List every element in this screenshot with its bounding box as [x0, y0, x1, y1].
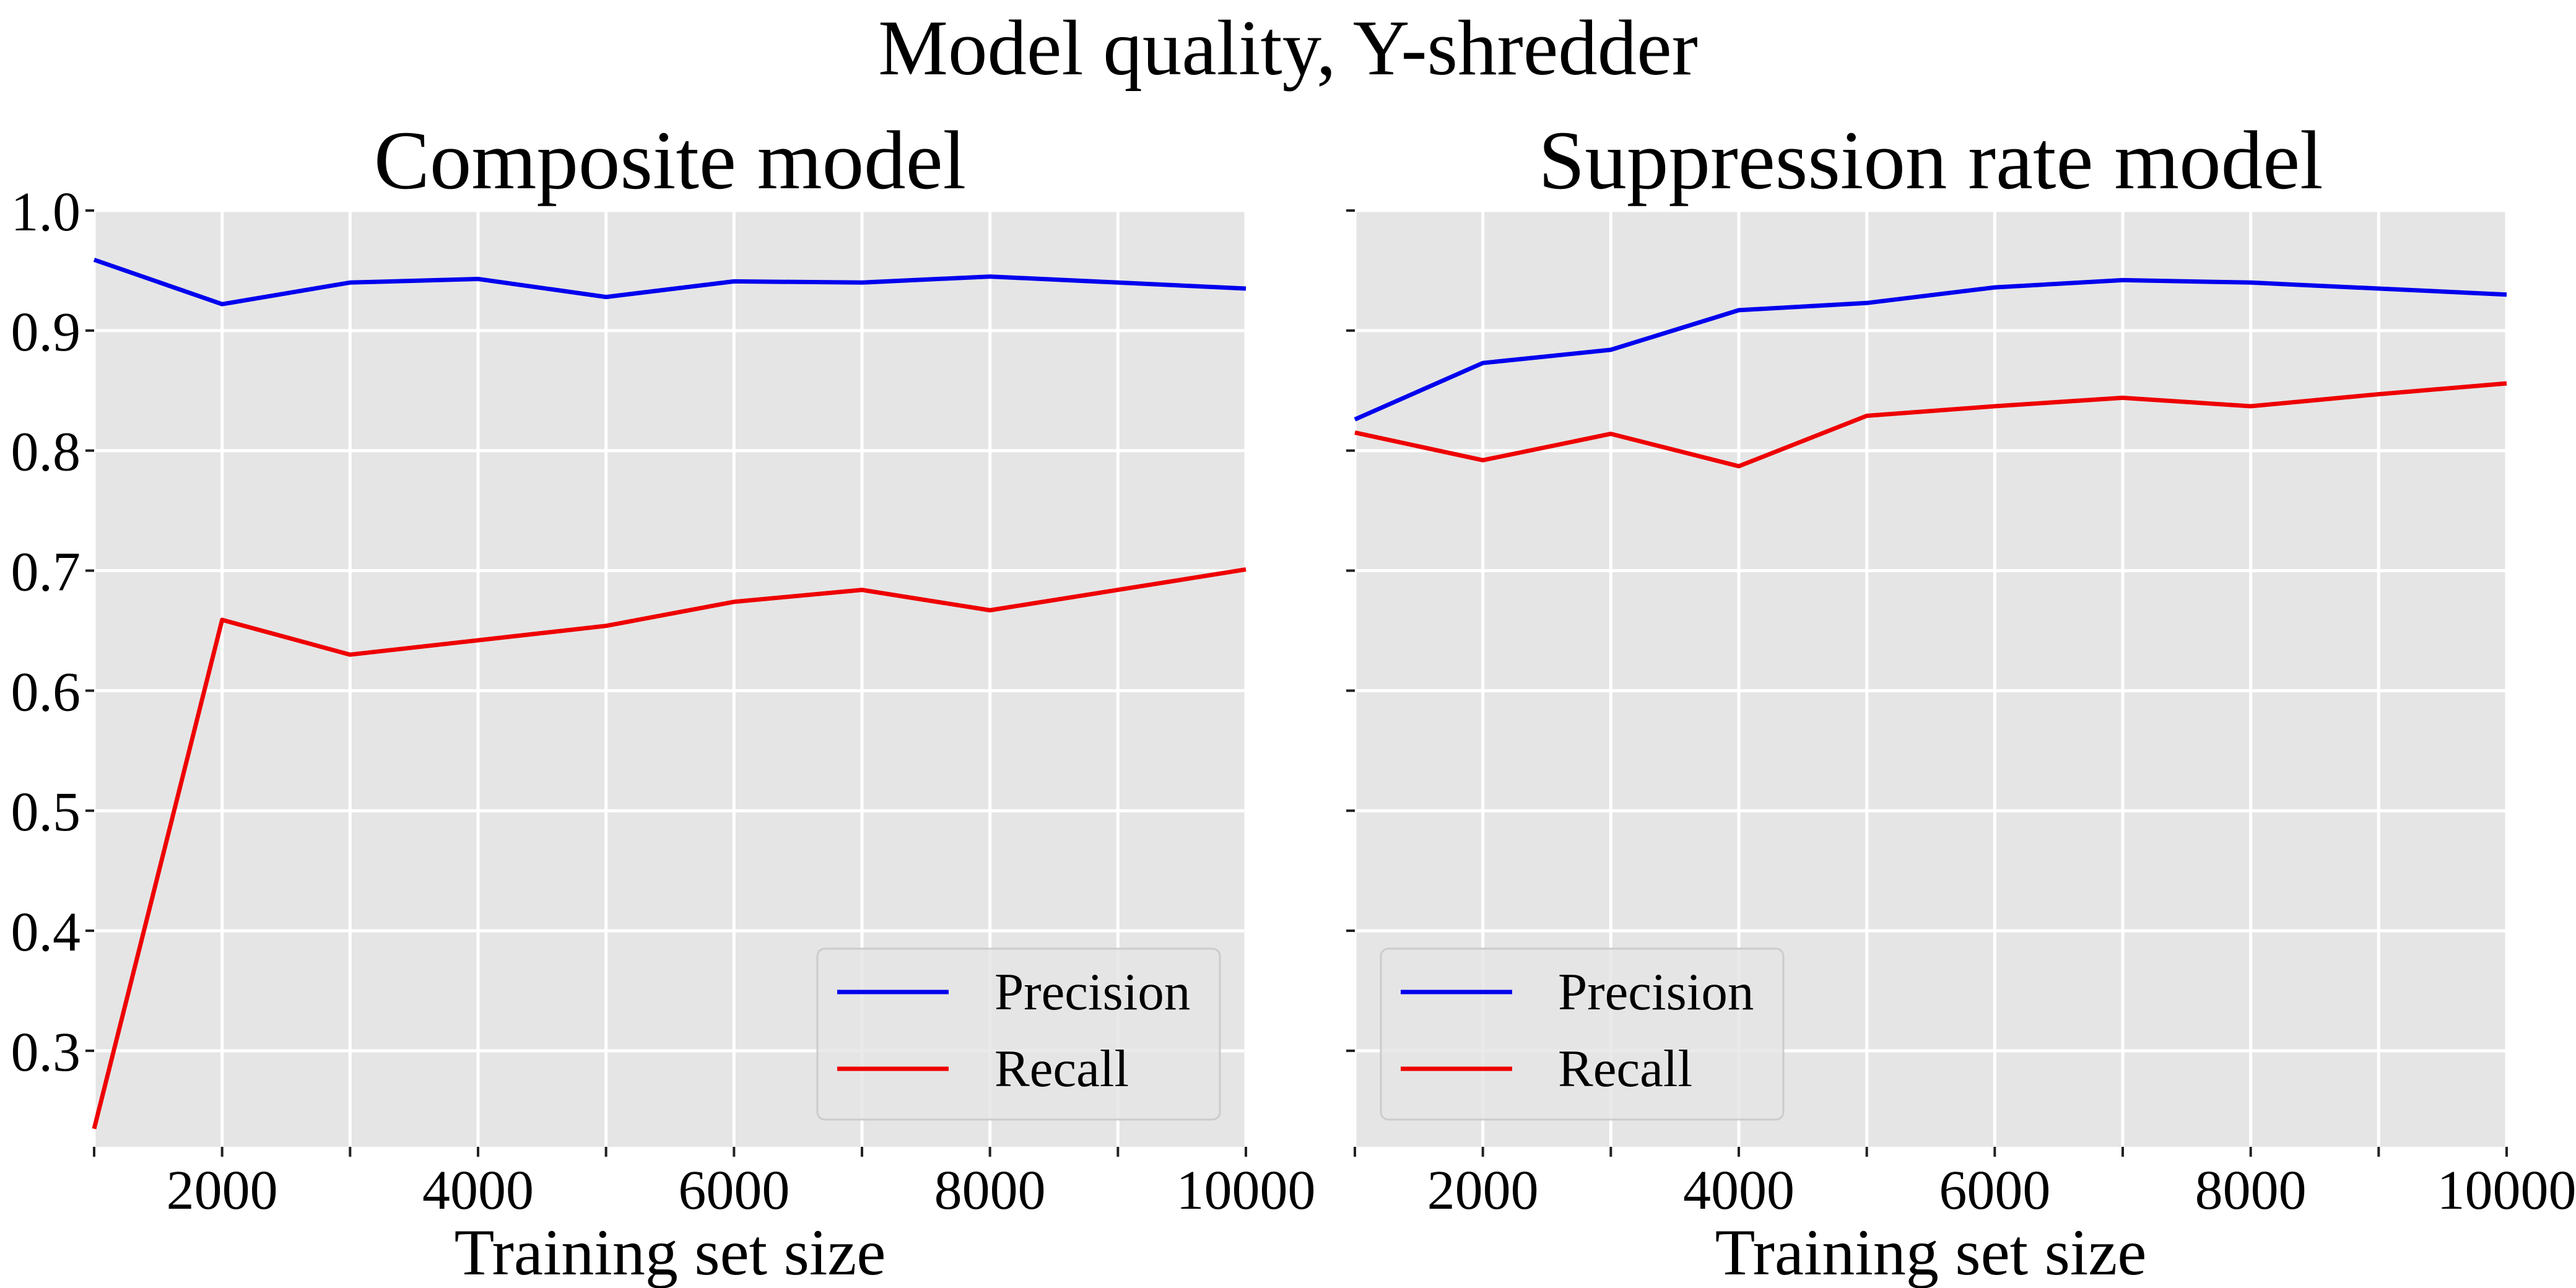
x-tick-label: 4000 [422, 1160, 534, 1221]
series-lines [92, 258, 1247, 1129]
series-lines [1354, 277, 2507, 469]
x-axis-label: Training set size [455, 1216, 886, 1288]
x-tick-label: 2000 [1427, 1160, 1539, 1221]
x-tick-label: 4000 [1683, 1160, 1795, 1221]
legend: Precision Recall [816, 947, 1221, 1121]
y-tick-label: 0.5 [11, 781, 81, 843]
y-tick-label: 0.9 [11, 302, 81, 363]
x-tick-label: 10000 [1177, 1160, 1316, 1221]
axis-ticks: 2000 4000 6000 8000 10000 [1346, 209, 2576, 1221]
x-tick-label: 2000 [167, 1160, 278, 1221]
series-line-precision [1354, 277, 2507, 422]
x-tick-label: 6000 [1939, 1160, 2050, 1221]
x-tick-label: 8000 [934, 1160, 1046, 1221]
suppression-rate-model-panel: 2000 4000 6000 8000 10000 Precision Recall Su… [1346, 115, 2576, 1288]
legend: Precision Recall [1380, 947, 1785, 1121]
series-line-recall [1354, 381, 2507, 469]
legend-label: Precision [1558, 963, 1754, 1021]
y-tick-label: 0.6 [11, 661, 81, 723]
x-tick-label: 10000 [2437, 1160, 2576, 1221]
figure-title: Model quality, Y-shredder [878, 5, 1698, 92]
axis-ticks: 0.3 0.4 0.5 0.6 0.7 0.8 0.9 1.0 2000 4000 6000 8000… [11, 181, 1316, 1221]
legend-label: Recall [994, 1040, 1129, 1098]
y-tick-label: 0.4 [11, 902, 81, 963]
x-tick-label: 6000 [678, 1160, 790, 1221]
y-tick-label: 0.7 [11, 542, 81, 603]
legend-label: Recall [1558, 1040, 1692, 1098]
subplot-title: Suppression rate model [1538, 115, 2323, 207]
x-tick-label: 8000 [2195, 1160, 2307, 1221]
y-tick-label: 1.0 [11, 181, 81, 243]
legend-label: Precision [994, 963, 1190, 1021]
composite-model-panel: 0.3 0.4 0.5 0.6 0.7 0.8 0.9 1.0 2000 4000 6000 8000… [11, 115, 1316, 1288]
y-tick-label: 0.8 [11, 422, 81, 483]
series-line-recall [92, 567, 1247, 1129]
subplot-title: Composite model [374, 115, 966, 207]
series-line-precision [93, 258, 1247, 307]
y-tick-label: 0.3 [11, 1022, 81, 1083]
x-axis-label: Training set size [1715, 1216, 2147, 1288]
grid-lines [92, 209, 1248, 1147]
